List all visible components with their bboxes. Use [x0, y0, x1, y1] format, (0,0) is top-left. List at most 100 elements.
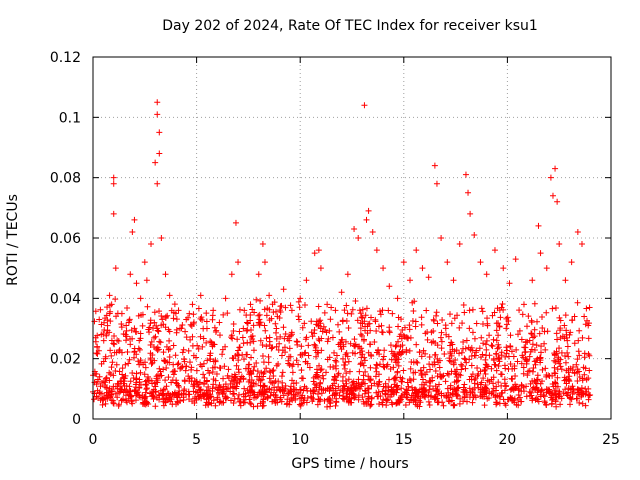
data-point: [354, 343, 361, 350]
data-point: [343, 302, 350, 309]
data-point: [193, 378, 200, 385]
data-point: [576, 374, 583, 381]
data-point: [137, 335, 144, 342]
data-point: [460, 302, 467, 309]
data-point: [495, 363, 502, 370]
data-point: [498, 382, 505, 389]
data-point: [173, 329, 180, 336]
data-point: [165, 326, 172, 333]
data-point: [315, 374, 322, 381]
data-point: [365, 398, 372, 405]
data-point: [241, 307, 248, 314]
data-point: [288, 329, 295, 336]
data-point: [475, 384, 482, 391]
data-point: [462, 356, 469, 363]
data-point: [129, 335, 136, 342]
data-point: [412, 318, 419, 325]
data-point: [156, 150, 163, 157]
data-point: [486, 332, 493, 339]
data-point: [334, 321, 341, 328]
data-point: [426, 354, 433, 361]
data-point: [264, 395, 271, 402]
data-point: [355, 379, 362, 386]
data-point: [145, 373, 152, 380]
data-point: [480, 340, 487, 347]
data-point: [257, 297, 264, 304]
data-point: [419, 389, 426, 396]
data-point: [553, 387, 560, 394]
data-point: [337, 343, 344, 350]
data-point: [478, 305, 485, 312]
data-point: [388, 356, 395, 363]
data-point: [244, 351, 251, 358]
data-point: [265, 353, 272, 360]
data-point: [126, 356, 133, 363]
data-point: [442, 325, 449, 332]
data-point: [305, 352, 312, 359]
data-point: [568, 259, 575, 266]
data-point: [539, 313, 545, 320]
data-point: [420, 347, 427, 354]
data-point: [357, 325, 364, 332]
data-point: [119, 349, 126, 356]
data-point: [266, 292, 273, 299]
data-point: [330, 364, 337, 371]
data-point: [534, 372, 541, 379]
data-point: [496, 400, 503, 407]
data-point: [430, 385, 437, 392]
data-point: [438, 235, 445, 241]
data-point: [91, 318, 98, 325]
data-point: [521, 344, 528, 351]
data-point: [361, 102, 368, 109]
data-point: [97, 306, 104, 313]
data-point: [443, 394, 450, 401]
data-point: [361, 400, 368, 407]
data-point: [393, 355, 400, 362]
data-point: [419, 376, 426, 383]
data-point: [549, 305, 556, 312]
data-point: [203, 339, 210, 346]
data-point: [429, 377, 436, 384]
data-point: [344, 353, 351, 360]
data-point: [103, 374, 110, 381]
data-point: [152, 403, 159, 410]
data-point: [317, 325, 324, 332]
data-point: [338, 289, 345, 296]
data-point: [479, 308, 486, 315]
data-point: [110, 400, 117, 407]
data-point: [352, 394, 359, 401]
data-point: [526, 353, 533, 360]
data-point: [509, 376, 516, 383]
data-point: [557, 334, 564, 341]
data-point: [104, 395, 111, 402]
data-point: [317, 265, 324, 272]
data-point: [203, 318, 210, 325]
data-point: [509, 365, 516, 372]
data-point: [251, 363, 258, 370]
data-point: [486, 352, 493, 359]
data-point: [276, 386, 283, 393]
data-point: [194, 342, 201, 349]
data-point: [518, 336, 525, 343]
data-point: [162, 315, 169, 322]
data-point: [241, 399, 248, 406]
data-point: [152, 333, 159, 340]
data-point: [343, 380, 350, 387]
data-point: [290, 380, 297, 387]
data-point: [178, 364, 185, 371]
data-point: [462, 365, 469, 372]
data-point: [337, 387, 344, 394]
data-point: [185, 373, 192, 380]
data-point: [266, 375, 273, 382]
data-point: [273, 335, 280, 342]
data-point: [114, 310, 121, 317]
data-point: [399, 348, 406, 355]
data-point: [170, 392, 177, 399]
data-point: [98, 321, 105, 328]
data-point: [277, 396, 284, 403]
data-point: [503, 347, 510, 354]
data-point: [209, 316, 216, 323]
data-point: [462, 387, 469, 394]
data-point: [245, 365, 252, 372]
data-point: [345, 358, 352, 365]
